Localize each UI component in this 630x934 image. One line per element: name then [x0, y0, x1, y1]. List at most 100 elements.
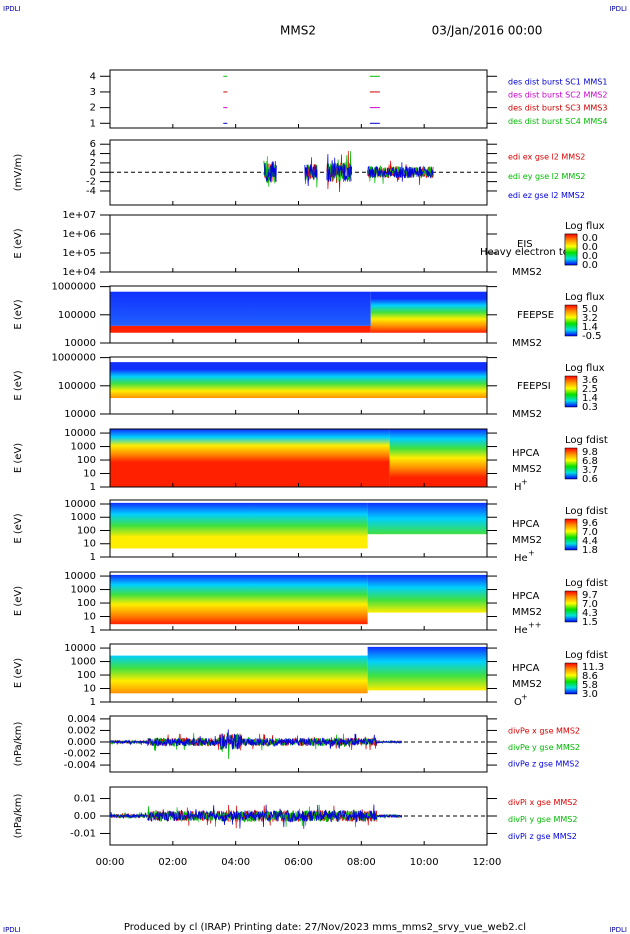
colorbar-tick-label: -0.5	[582, 331, 602, 342]
instrument-label: EIS	[517, 239, 533, 250]
trace-decoration	[109, 804, 402, 829]
legend-entry: des dist burst SC3 MMS3	[508, 104, 607, 113]
footer: Produced by cl (IRAP) Printing date: 27/…	[124, 922, 526, 933]
legend-entry: des dist burst SC4 MMS4	[508, 117, 607, 126]
instrument-label: HPCA	[512, 663, 540, 674]
spectrogram-fill	[367, 574, 487, 613]
y-axis-label: E (eV)	[13, 370, 24, 400]
station-label: MMS2	[512, 409, 542, 420]
colorbar-tick-label: 0.3	[582, 402, 598, 413]
colorbar-tick-label: 1.8	[582, 545, 598, 556]
colorbar	[564, 304, 578, 337]
y-tick-label: 10	[83, 469, 96, 480]
panel-frame	[109, 69, 488, 129]
x-tick-label: 08:00	[347, 857, 376, 868]
colorbar	[564, 233, 578, 266]
y-tick-label: 6	[90, 139, 96, 150]
station-label: MMS2	[512, 607, 542, 618]
instrument-label: HPCA	[512, 448, 540, 459]
legend-entry: divPi x gse MMS2	[508, 798, 577, 807]
y-tick-label: 10000	[64, 428, 96, 439]
colorbar-tick-label: 9.7	[582, 590, 598, 601]
y-tick-label: 100000	[58, 381, 96, 392]
colorbar-tick-label: 3.2	[582, 313, 598, 324]
legend-entry: edi ez gse l2 MMS2	[508, 191, 585, 200]
x-tick-label: 02:00	[158, 857, 187, 868]
y-tick-label: 1	[90, 118, 96, 129]
colorbar-tick-label: 7.0	[582, 599, 598, 610]
species-charge: ++	[528, 621, 541, 630]
x-tick-label: 10:00	[410, 857, 439, 868]
y-tick-label: 1e+04	[62, 267, 96, 278]
corner-tag: IPDLI	[609, 926, 627, 934]
colorbar-tick-label: 1.4	[582, 393, 598, 404]
station-label: MMS2	[512, 679, 542, 690]
y-tick-label: 0	[90, 167, 96, 178]
y-tick-label: 0.000	[67, 737, 96, 748]
colorbar-tick-label: 3.6	[582, 375, 598, 386]
y-tick-label: 1000	[71, 442, 96, 453]
legend-entry: divPe y gse MMS2	[508, 743, 580, 752]
colorbar-tick-label: 0.0	[582, 251, 598, 262]
y-tick-label: 100000	[58, 310, 96, 321]
instrument-label: HPCA	[512, 519, 540, 530]
colorbar-title: Log flux	[565, 292, 605, 303]
colorbar-tick-label: 0.0	[582, 242, 598, 253]
extra-label: Heavy electron to	[480, 247, 569, 258]
y-tick-label: 4	[90, 71, 96, 82]
y-tick-label: 2	[90, 103, 96, 114]
station-label: MMS2	[512, 338, 542, 349]
legend-entry: divPi z gse MMS2	[508, 832, 577, 841]
instrument-label: FEEPSI	[517, 381, 551, 392]
colorbar	[564, 518, 578, 551]
colorbar-title: Log flux	[565, 363, 605, 374]
y-tick-label: 1	[90, 482, 96, 493]
y-tick-label: 1e+05	[62, 248, 96, 259]
colorbar-tick-label: 11.3	[582, 662, 604, 673]
spectrogram-fill	[110, 574, 368, 625]
station-label: MMS2	[512, 267, 542, 278]
colorbar-tick-label: 4.4	[582, 536, 598, 547]
y-axis-label: E (eV)	[13, 658, 24, 688]
colorbar-tick-label: 5.0	[582, 304, 598, 315]
species-charge: +	[521, 478, 528, 487]
y-tick-label: 1000000	[51, 282, 96, 293]
spectrogram-fill	[110, 429, 390, 487]
legend-entry: divPe x gse MMS2	[508, 726, 580, 735]
instrument-label: FEEPSE	[517, 310, 554, 321]
legend-entry: divPi y gse MMS2	[508, 815, 577, 824]
x-tick-label: 06:00	[284, 857, 313, 868]
colorbar-title: Log flux	[565, 221, 605, 232]
colorbar-title: Log fdist	[565, 435, 608, 446]
species-charge: +	[528, 549, 535, 558]
legend-entry: des dist burst SC1 MMS1	[508, 77, 607, 86]
species-label: He	[514, 553, 528, 564]
corner-tag: IPDLI	[609, 5, 627, 13]
species-label: He	[514, 625, 528, 636]
y-tick-label: 10000	[64, 571, 96, 582]
y-tick-label: 0.01	[74, 794, 96, 805]
colorbar-tick-label: 6.8	[582, 456, 598, 467]
station-label: MMS2	[512, 464, 542, 475]
colorbar-tick-label: 2.5	[582, 384, 598, 395]
colorbar-tick-label: 0.0	[582, 260, 598, 271]
legend-entry: edi ey gse l2 MMS2	[508, 172, 586, 181]
species-label: O	[514, 697, 522, 708]
y-axis-label: (nPa/km)	[13, 722, 24, 767]
station-label: MMS2	[512, 535, 542, 546]
trace-decoration	[109, 732, 403, 760]
y-tick-label: 10000	[64, 643, 96, 654]
y-tick-label: 100	[77, 670, 96, 681]
chart-title: MMS2	[280, 24, 316, 38]
y-tick-label: 1e+07	[62, 210, 96, 221]
species-charge: +	[521, 693, 528, 702]
y-tick-label: -0.004	[64, 760, 96, 771]
y-tick-label: -2	[86, 177, 96, 188]
colorbar-title: Log fdist	[565, 650, 608, 661]
y-tick-label: -0.002	[64, 749, 96, 760]
x-tick-label: 00:00	[96, 857, 125, 868]
colorbar-tick-label: 0.6	[582, 474, 598, 485]
corner-tag: IPDLI	[3, 5, 21, 13]
y-tick-label: 10	[83, 684, 96, 695]
x-tick-label: 04:00	[221, 857, 250, 868]
